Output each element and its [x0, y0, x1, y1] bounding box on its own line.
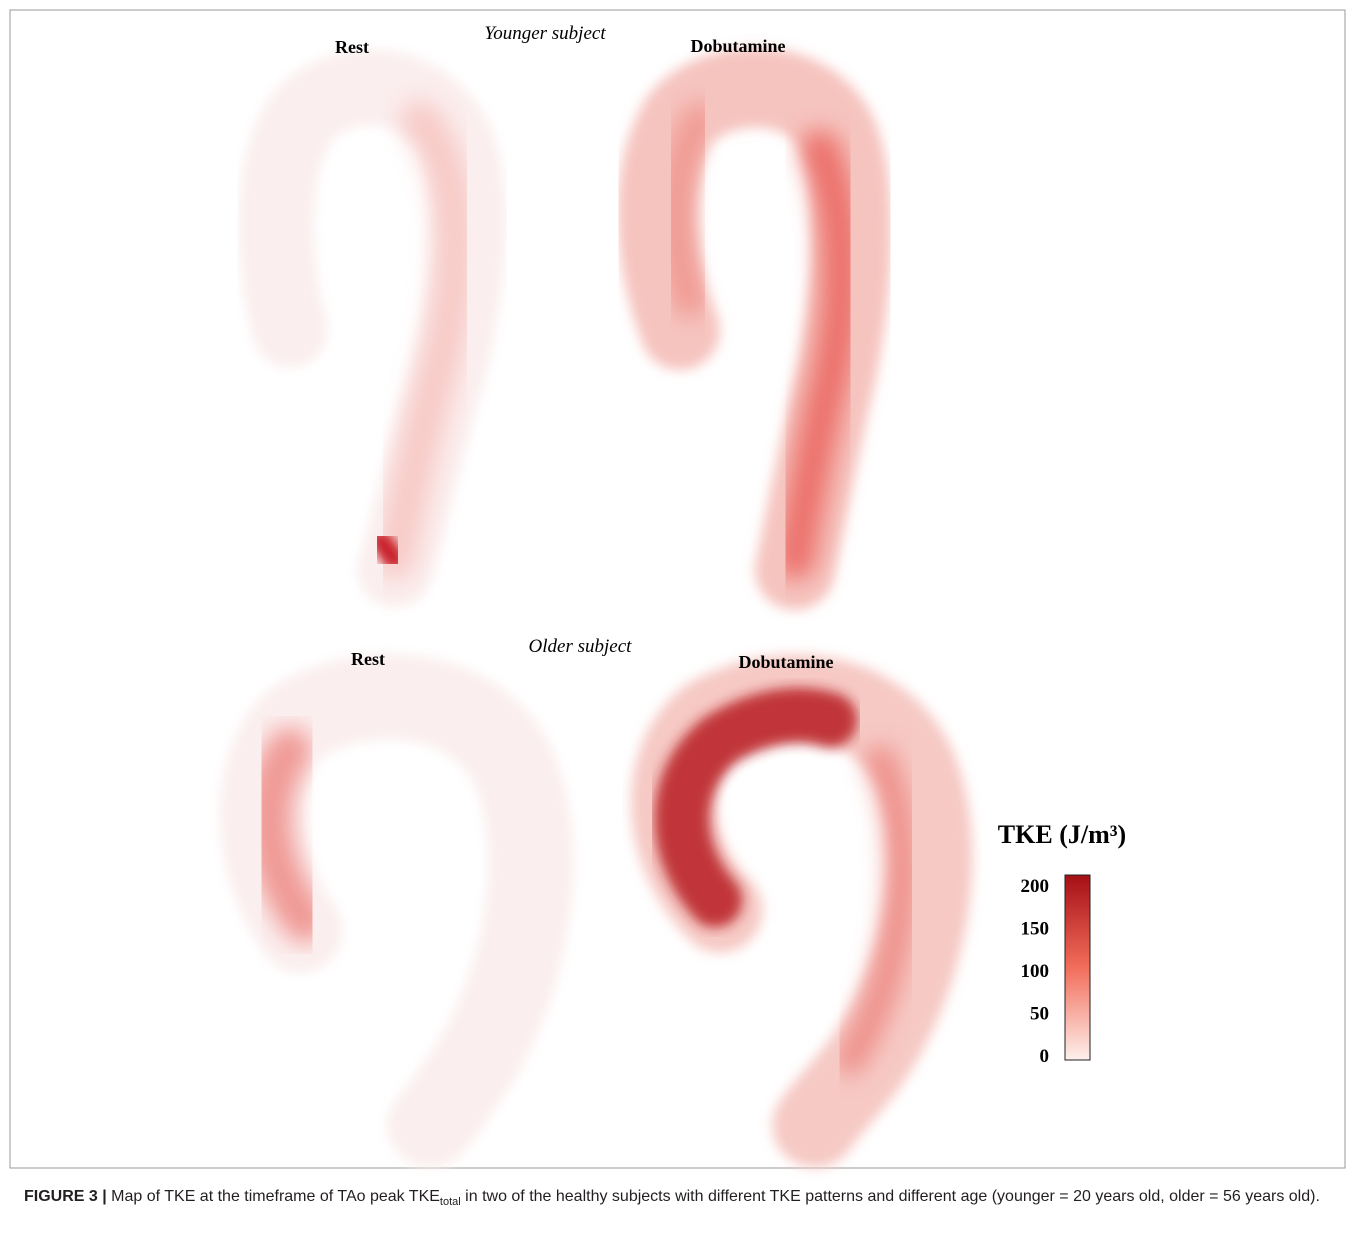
caption: FIGURE 3 | Map of TKE at the timeframe o… [24, 1184, 1324, 1215]
colorbar-tick-label: 0 [1040, 1046, 1050, 1067]
page: Rest Dobutamine Rest Dobutamine Younger … [0, 0, 1355, 1236]
row-title: Older subject [529, 636, 633, 657]
caption-subscript: total [440, 1196, 461, 1208]
colorbar-ticks: 0 50 100 150 200 [1021, 876, 1050, 1067]
panel-label: Rest [335, 37, 369, 57]
panel-label: Rest [351, 649, 385, 669]
caption-text: Map of TKE at the timeframe of TAo peak … [111, 1188, 440, 1205]
figure: Rest Dobutamine Rest Dobutamine Younger … [0, 0, 1355, 1180]
caption-label: FIGURE 3 | [24, 1188, 107, 1205]
colorbar-tick-label: 50 [1030, 1004, 1049, 1025]
colorbar-tick-label: 100 [1021, 961, 1050, 982]
panel-label: Dobutamine [738, 652, 833, 672]
aorta-map [674, 697, 930, 1125]
aorta-map [276, 88, 468, 571]
aorta-map [658, 88, 852, 571]
colorbar [1065, 875, 1090, 1060]
row-title: Younger subject [484, 23, 606, 44]
colorbar-tick-label: 150 [1021, 919, 1050, 940]
aorta-map [263, 697, 531, 1125]
panel-label: Dobutamine [690, 36, 785, 56]
colorbar-tick-label: 200 [1021, 876, 1050, 897]
colorbar-title: TKE (J/m³) [998, 820, 1126, 849]
caption-text: in two of the healthy subjects with diff… [461, 1188, 1320, 1205]
